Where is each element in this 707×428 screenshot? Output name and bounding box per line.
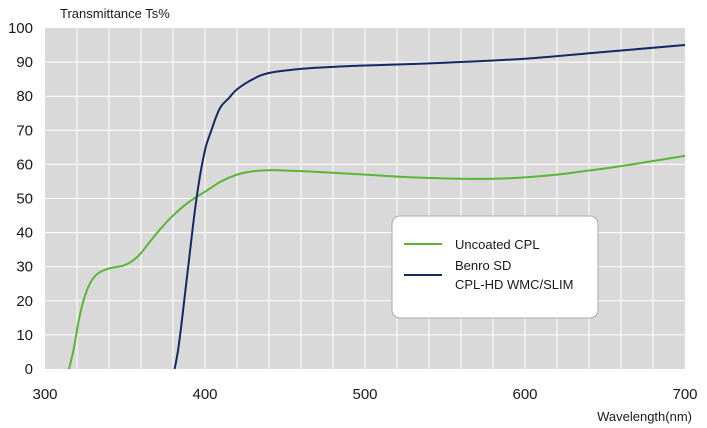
y-tick-label: 80 [16,88,33,105]
series-line-1 [173,44,686,370]
series-line-0 [68,154,686,370]
legend: Uncoated CPL Benro SD CPL-HD WMC/SLIM [391,215,599,319]
y-tick-label: 90 [16,54,33,71]
y-tick-label: 50 [16,191,33,208]
x-tick-label: 700 [672,386,697,403]
legend-label-benro-line1: Benro SD [455,258,511,273]
y-tick-label: 60 [16,156,33,173]
y-tick-label: 0 [25,361,33,378]
y-axis-ticks: 0 10 20 30 40 50 60 70 80 90 100 [8,20,33,378]
y-tick-label: 30 [16,259,33,276]
series-lines [68,44,686,370]
legend-label-benro-line2: CPL-HD WMC/SLIM [455,277,573,292]
y-tick-label: 20 [16,293,33,310]
legend-box [391,215,599,319]
x-tick-label: 400 [192,386,217,403]
x-axis-ticks: 300 400 500 600 700 [32,386,697,403]
x-axis-title: Wavelength(nm) [597,409,692,424]
y-axis-title: Transmittance Ts% [60,6,170,21]
y-tick-label: 70 [16,122,33,139]
x-tick-label: 600 [512,386,537,403]
y-tick-label: 100 [8,20,33,37]
x-tick-label: 300 [32,386,57,403]
x-tick-label: 500 [352,386,377,403]
y-tick-label: 40 [16,225,33,242]
y-tick-label: 10 [16,327,33,344]
legend-label-uncoated: Uncoated CPL [455,237,540,252]
